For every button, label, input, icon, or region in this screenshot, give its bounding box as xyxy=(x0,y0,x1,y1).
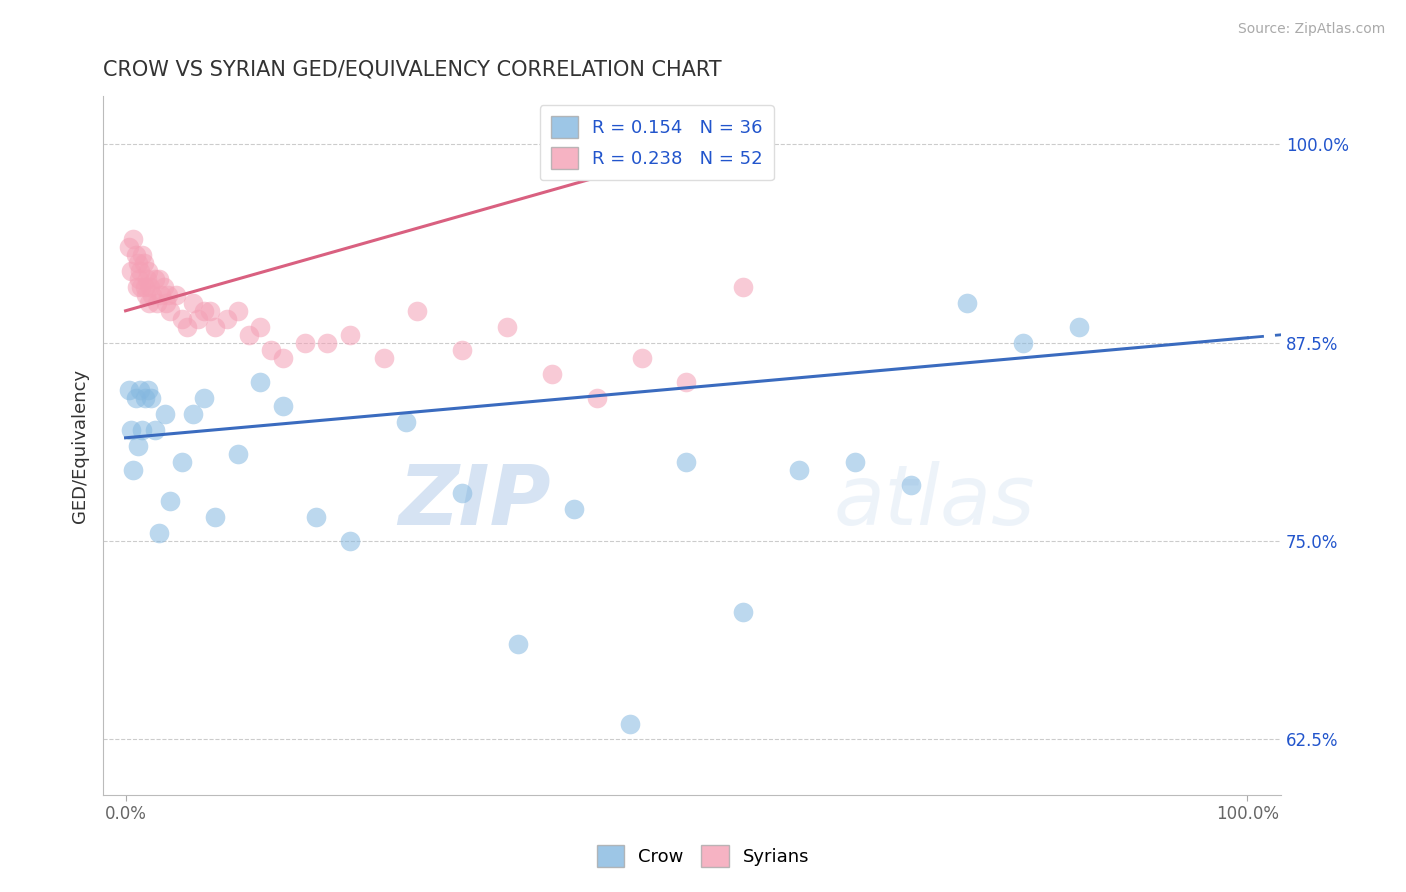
Point xyxy=(165,288,187,302)
Point xyxy=(451,486,474,500)
Point xyxy=(134,391,156,405)
Point xyxy=(124,391,146,405)
Point xyxy=(129,264,152,278)
Point xyxy=(1067,319,1090,334)
Point xyxy=(128,272,150,286)
Point xyxy=(120,423,142,437)
Point xyxy=(157,288,180,302)
Point xyxy=(131,248,153,262)
Point xyxy=(508,637,530,651)
Point xyxy=(675,376,697,390)
Point xyxy=(170,455,193,469)
Point xyxy=(155,296,177,310)
Point xyxy=(150,288,173,302)
Point xyxy=(339,327,361,342)
Point xyxy=(127,256,149,270)
Point xyxy=(294,335,316,350)
Text: ZIP: ZIP xyxy=(398,461,551,542)
Point xyxy=(226,303,249,318)
Point xyxy=(152,280,174,294)
Y-axis label: GED/Equivalency: GED/Equivalency xyxy=(72,368,89,523)
Legend: R = 0.154   N = 36, R = 0.238   N = 52: R = 0.154 N = 36, R = 0.238 N = 52 xyxy=(540,105,773,180)
Point xyxy=(129,280,152,294)
Point xyxy=(787,462,810,476)
Point xyxy=(675,455,697,469)
Point xyxy=(129,383,152,397)
Point xyxy=(956,296,979,310)
Point xyxy=(316,335,339,350)
Text: Source: ZipAtlas.com: Source: ZipAtlas.com xyxy=(1237,22,1385,37)
Point xyxy=(339,534,361,549)
Point xyxy=(271,351,294,366)
Text: CROW VS SYRIAN GED/EQUIVALENCY CORRELATION CHART: CROW VS SYRIAN GED/EQUIVALENCY CORRELATI… xyxy=(103,60,721,79)
Point xyxy=(146,296,169,310)
Point xyxy=(540,368,562,382)
Point xyxy=(176,319,198,334)
Point xyxy=(118,240,141,254)
Point xyxy=(249,319,271,334)
Point xyxy=(135,288,157,302)
Point xyxy=(159,303,181,318)
Point xyxy=(122,462,145,476)
Point xyxy=(373,351,395,366)
Point xyxy=(226,447,249,461)
Point xyxy=(125,280,148,294)
Point xyxy=(271,399,294,413)
Point xyxy=(181,407,204,421)
Point xyxy=(844,455,866,469)
Point xyxy=(122,232,145,246)
Point xyxy=(630,351,652,366)
Legend: Crow, Syrians: Crow, Syrians xyxy=(589,838,817,874)
Point xyxy=(562,502,585,516)
Point xyxy=(249,376,271,390)
Point xyxy=(139,280,162,294)
Point xyxy=(148,272,170,286)
Point xyxy=(143,423,166,437)
Point xyxy=(731,606,754,620)
Point xyxy=(260,343,283,358)
Point xyxy=(159,494,181,508)
Point xyxy=(187,311,209,326)
Point xyxy=(451,343,474,358)
Point xyxy=(305,510,328,524)
Point xyxy=(131,423,153,437)
Point xyxy=(585,391,607,405)
Point xyxy=(238,327,260,342)
Point xyxy=(132,256,155,270)
Point xyxy=(496,319,519,334)
Point xyxy=(215,311,238,326)
Point xyxy=(619,716,641,731)
Point xyxy=(170,311,193,326)
Point xyxy=(406,303,429,318)
Point xyxy=(900,478,922,492)
Point xyxy=(148,526,170,541)
Point xyxy=(120,264,142,278)
Point xyxy=(193,303,215,318)
Point xyxy=(181,296,204,310)
Point xyxy=(136,383,159,397)
Point xyxy=(141,391,163,405)
Point xyxy=(153,407,176,421)
Point xyxy=(134,280,156,294)
Text: atlas: atlas xyxy=(834,461,1035,542)
Point xyxy=(143,272,166,286)
Point xyxy=(731,280,754,294)
Point xyxy=(395,415,418,429)
Point xyxy=(118,383,141,397)
Point xyxy=(1012,335,1035,350)
Point xyxy=(204,510,226,524)
Point xyxy=(198,303,221,318)
Point xyxy=(127,439,149,453)
Point xyxy=(138,296,160,310)
Point xyxy=(135,272,157,286)
Point xyxy=(193,391,215,405)
Point xyxy=(204,319,226,334)
Point xyxy=(124,248,146,262)
Point xyxy=(136,264,159,278)
Point xyxy=(141,288,163,302)
